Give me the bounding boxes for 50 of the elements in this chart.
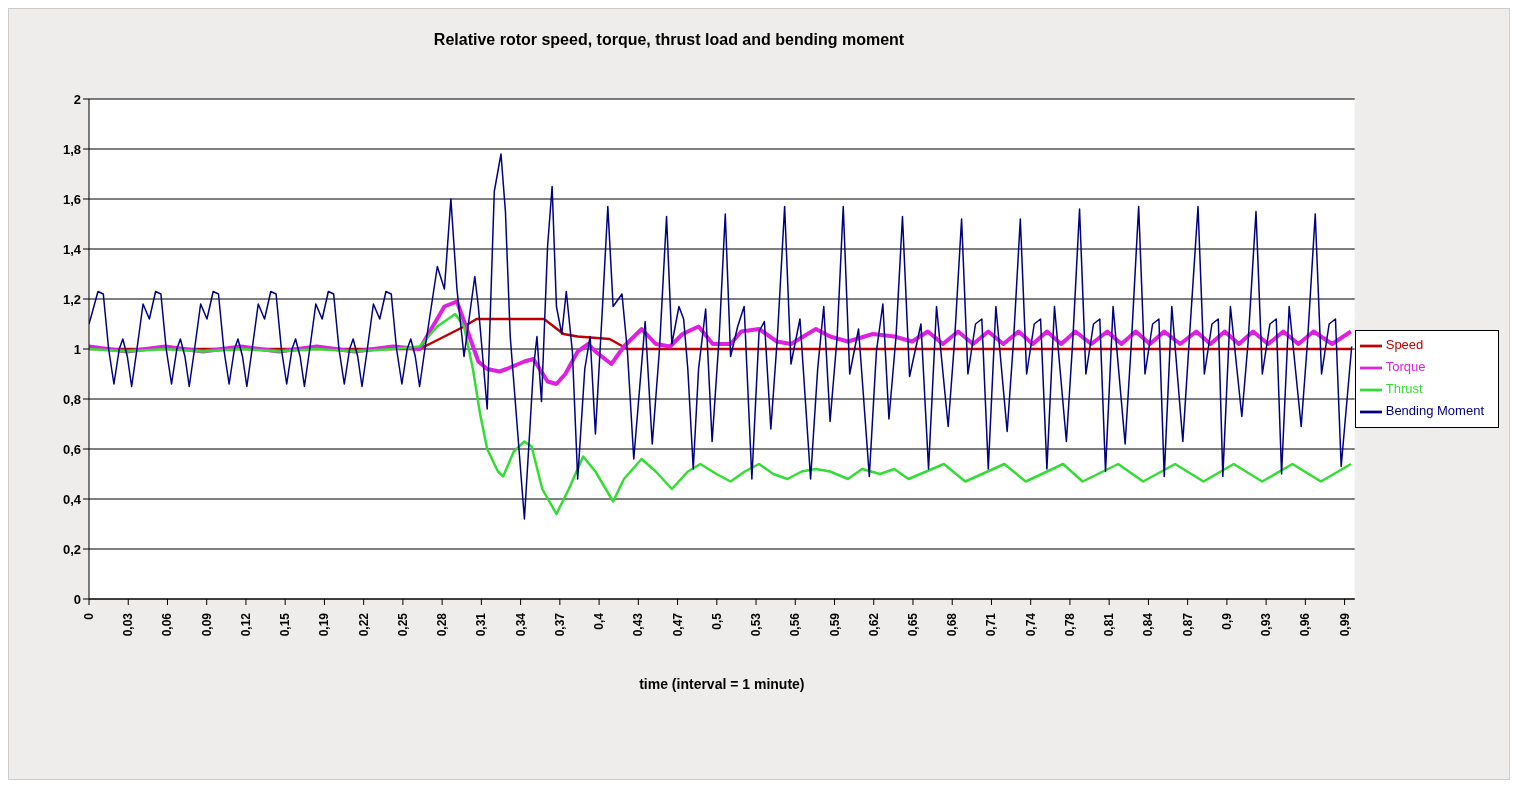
x-tick-label: 0,53 bbox=[749, 612, 764, 637]
x-tick-label: 0,22 bbox=[356, 612, 371, 637]
y-tick-label: 1,8 bbox=[62, 141, 81, 157]
x-tick-label: 0,56 bbox=[788, 612, 803, 637]
y-tick-label: 1,2 bbox=[62, 291, 81, 307]
x-tick-label: 0,09 bbox=[199, 612, 214, 637]
x-tick-label: 0,84 bbox=[1141, 612, 1156, 637]
x-tick-label: 0,5 bbox=[709, 612, 724, 630]
x-tick-label: 0,15 bbox=[278, 612, 293, 637]
y-tick-label: 1,4 bbox=[62, 241, 82, 257]
legend-label: Bending Moment bbox=[1385, 403, 1484, 419]
x-tick-label: 0,93 bbox=[1259, 612, 1274, 637]
x-tick-label: 0,68 bbox=[945, 612, 960, 637]
legend-label: Thrust bbox=[1385, 381, 1423, 397]
x-tick-label: 0,9 bbox=[1219, 612, 1234, 630]
x-tick-label: 0,19 bbox=[317, 612, 332, 637]
x-tick-label: 0 bbox=[82, 612, 96, 620]
x-tick-label: 0,28 bbox=[435, 612, 450, 637]
x-tick-label: 0,59 bbox=[827, 612, 842, 637]
x-tick-label: 0,06 bbox=[160, 612, 175, 637]
x-tick-label: 0,37 bbox=[552, 612, 567, 637]
x-tick-label: 0,03 bbox=[121, 612, 136, 637]
x-tick-label: 0,47 bbox=[670, 612, 685, 637]
legend-label: Torque bbox=[1385, 359, 1426, 375]
y-tick-label: 1,6 bbox=[62, 191, 81, 207]
x-axis-title: time (interval = 1 minute) bbox=[639, 676, 805, 692]
x-tick-label: 0,65 bbox=[905, 612, 920, 637]
x-tick-label: 0,43 bbox=[631, 612, 646, 637]
chart-title: Relative rotor speed, torque, thrust load and bending moment bbox=[432, 30, 906, 49]
x-tick-label: 0,96 bbox=[1298, 612, 1313, 637]
y-tick-label: 0,6 bbox=[62, 441, 81, 457]
x-tick-label: 0,71 bbox=[984, 612, 999, 637]
x-tick-label: 0,31 bbox=[474, 612, 489, 637]
y-tick-label: 0,8 bbox=[62, 391, 81, 407]
x-tick-label: 0,78 bbox=[1062, 612, 1077, 637]
y-tick-label: 0,4 bbox=[62, 491, 82, 507]
x-tick-label: 0,81 bbox=[1102, 612, 1117, 637]
x-tick-label: 0,25 bbox=[395, 612, 410, 637]
y-tick-label: 0,2 bbox=[62, 541, 81, 557]
legend-label: Speed bbox=[1385, 337, 1424, 353]
x-tick-label: 0,4 bbox=[592, 612, 607, 630]
y-tick-label: 2 bbox=[73, 91, 81, 107]
x-tick-label: 0,74 bbox=[1023, 612, 1038, 637]
x-tick-label: 0,62 bbox=[866, 612, 881, 637]
y-tick-label: 1 bbox=[73, 341, 81, 357]
x-tick-label: 0,34 bbox=[513, 612, 528, 637]
x-tick-label: 0,12 bbox=[238, 612, 253, 637]
x-tick-label: 0,87 bbox=[1180, 612, 1195, 637]
y-tick-label: 0 bbox=[73, 591, 81, 607]
x-tick-label: 0,99 bbox=[1337, 612, 1352, 637]
